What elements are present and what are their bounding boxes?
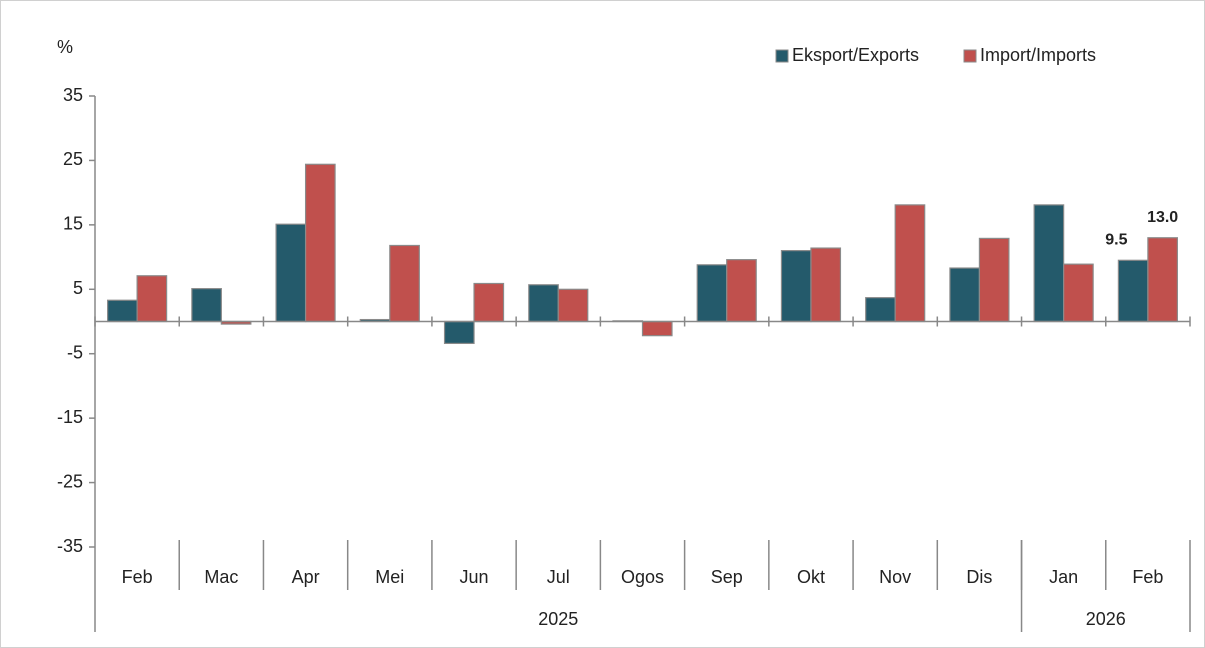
x-tick-label: Okt xyxy=(797,567,825,587)
bar xyxy=(696,264,728,323)
bar xyxy=(780,250,812,323)
y-tick-label: -35 xyxy=(57,536,83,556)
bar xyxy=(528,284,559,323)
legend-swatch xyxy=(775,49,789,63)
x-tick-label: Jan xyxy=(1049,567,1078,587)
bar xyxy=(1033,204,1065,323)
x-tick-label: Jul xyxy=(547,567,570,587)
y-tick-label: 5 xyxy=(73,278,83,298)
bar xyxy=(557,288,589,323)
y-tick-label: 35 xyxy=(63,85,83,105)
x-tick-label: Mei xyxy=(375,567,404,587)
bar xyxy=(275,223,307,323)
x-tick-label: Feb xyxy=(122,567,153,587)
group-label: 2025 xyxy=(538,609,578,629)
group-label: 2026 xyxy=(1086,609,1126,629)
bar xyxy=(443,320,475,345)
y-tick-label: -15 xyxy=(57,407,83,427)
x-tick-label: Apr xyxy=(292,567,320,587)
bar xyxy=(1147,237,1178,323)
x-tick-label: Ogos xyxy=(621,567,664,587)
legend-swatch xyxy=(963,49,977,63)
bar xyxy=(304,163,336,323)
bar xyxy=(894,204,926,323)
x-tick-label: Feb xyxy=(1132,567,1163,587)
legend-label: Import/Imports xyxy=(980,45,1096,65)
x-tick-label: Sep xyxy=(711,567,743,587)
x-tick-label: Mac xyxy=(204,567,238,587)
bar xyxy=(1117,259,1149,323)
value-label: 9.5 xyxy=(1105,232,1127,249)
bar xyxy=(191,288,222,323)
y-tick-label: -25 xyxy=(57,471,83,491)
bar xyxy=(1063,263,1094,323)
bar xyxy=(726,259,757,323)
value-label: 13.0 xyxy=(1147,209,1178,226)
y-tick-label: 25 xyxy=(63,149,83,169)
bar xyxy=(641,320,673,337)
bar xyxy=(389,244,420,323)
y-tick-label: -5 xyxy=(67,342,83,362)
legend-label: Eksport/Exports xyxy=(792,45,919,65)
bar xyxy=(865,297,896,323)
x-tick-label: Jun xyxy=(460,567,489,587)
x-tick-label: Nov xyxy=(879,567,911,587)
bar xyxy=(136,275,168,323)
y-axis-label: % xyxy=(57,37,73,57)
y-tick-label: 15 xyxy=(63,214,83,234)
bar xyxy=(810,247,842,323)
x-tick-label: Dis xyxy=(966,567,992,587)
bar xyxy=(107,299,138,323)
bar xyxy=(473,282,505,323)
bar xyxy=(949,267,981,323)
bar xyxy=(978,237,1010,323)
